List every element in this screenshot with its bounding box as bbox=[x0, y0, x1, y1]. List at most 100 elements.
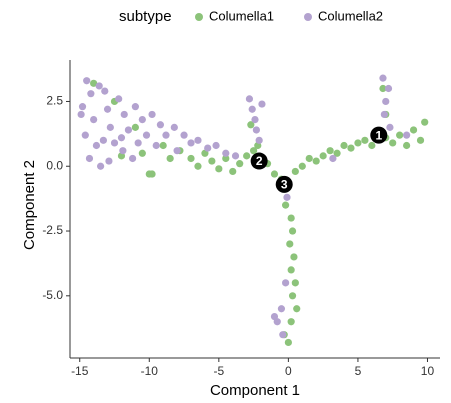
point bbox=[152, 141, 160, 150]
point bbox=[134, 139, 142, 147]
point bbox=[115, 95, 123, 103]
point bbox=[396, 131, 404, 139]
point bbox=[416, 136, 425, 144]
x-tick-label: -10 bbox=[141, 364, 159, 378]
x-tick-label: 5 bbox=[355, 364, 362, 378]
point bbox=[379, 84, 387, 93]
point bbox=[252, 126, 260, 134]
point bbox=[83, 77, 91, 85]
point bbox=[117, 134, 126, 142]
point bbox=[326, 147, 334, 155]
point bbox=[159, 141, 167, 150]
x-tick-label: 10 bbox=[421, 364, 435, 378]
legend-marker bbox=[195, 13, 203, 21]
point bbox=[291, 167, 299, 176]
point bbox=[282, 201, 290, 209]
point bbox=[110, 139, 119, 147]
point bbox=[145, 170, 153, 178]
point bbox=[95, 82, 103, 90]
point bbox=[389, 139, 397, 147]
point bbox=[279, 331, 287, 339]
point bbox=[403, 141, 411, 150]
point bbox=[148, 110, 156, 119]
branch-label: 1 bbox=[375, 128, 382, 142]
point bbox=[162, 131, 170, 139]
point bbox=[131, 103, 139, 111]
y-tick-label: -2.5 bbox=[42, 223, 63, 237]
point bbox=[248, 105, 256, 113]
point bbox=[382, 97, 390, 106]
x-tick-label: 0 bbox=[285, 364, 292, 378]
point bbox=[287, 266, 295, 274]
point bbox=[421, 118, 429, 126]
point bbox=[403, 131, 411, 139]
point bbox=[288, 227, 297, 235]
x-tick-label: -15 bbox=[71, 364, 89, 378]
point bbox=[77, 110, 85, 119]
point bbox=[92, 141, 101, 150]
y-tick-label: 0.0 bbox=[46, 158, 63, 172]
point bbox=[138, 116, 146, 124]
point bbox=[187, 154, 195, 163]
point bbox=[180, 131, 188, 139]
point bbox=[361, 136, 369, 144]
point bbox=[305, 154, 313, 163]
point bbox=[105, 157, 113, 165]
point bbox=[287, 318, 295, 326]
point bbox=[258, 100, 266, 108]
point bbox=[208, 157, 216, 165]
point bbox=[128, 154, 137, 163]
point bbox=[368, 141, 376, 150]
legend-label: Columella2 bbox=[318, 8, 383, 23]
point bbox=[270, 170, 279, 178]
point bbox=[78, 103, 87, 111]
point bbox=[90, 116, 98, 124]
point bbox=[245, 95, 254, 103]
point bbox=[277, 305, 286, 313]
point bbox=[212, 141, 220, 150]
point bbox=[236, 160, 244, 168]
point bbox=[247, 121, 255, 129]
point bbox=[90, 79, 98, 87]
y-tick-label: 2.5 bbox=[46, 94, 63, 108]
point bbox=[298, 162, 306, 170]
branch-point bbox=[275, 175, 293, 193]
point bbox=[124, 126, 133, 134]
y-tick-label: -5.0 bbox=[42, 288, 63, 302]
point bbox=[255, 136, 263, 144]
branch-label: 2 bbox=[256, 154, 263, 168]
point bbox=[319, 152, 327, 160]
point bbox=[138, 149, 146, 157]
point bbox=[204, 144, 212, 152]
legend-marker bbox=[304, 13, 312, 21]
point bbox=[386, 123, 394, 131]
point bbox=[81, 131, 89, 139]
point bbox=[142, 131, 151, 139]
point bbox=[329, 154, 337, 163]
point bbox=[85, 154, 94, 163]
point bbox=[409, 126, 418, 134]
point bbox=[243, 152, 251, 160]
y-axis-title: Component 2 bbox=[21, 160, 38, 250]
point bbox=[99, 136, 107, 144]
point bbox=[291, 279, 299, 287]
point bbox=[156, 121, 165, 129]
branch-point bbox=[250, 152, 268, 170]
point bbox=[215, 165, 223, 173]
point bbox=[384, 84, 393, 93]
x-axis-title: Component 1 bbox=[210, 382, 300, 399]
point bbox=[166, 154, 174, 163]
point bbox=[354, 139, 362, 147]
point bbox=[119, 147, 127, 155]
point bbox=[173, 147, 181, 155]
point bbox=[194, 136, 202, 144]
point bbox=[290, 253, 298, 261]
point bbox=[222, 149, 230, 157]
point bbox=[120, 110, 128, 119]
point bbox=[250, 147, 258, 155]
point bbox=[340, 141, 348, 150]
point bbox=[87, 90, 95, 98]
legend-title: subtype bbox=[119, 8, 172, 25]
point bbox=[97, 162, 105, 170]
